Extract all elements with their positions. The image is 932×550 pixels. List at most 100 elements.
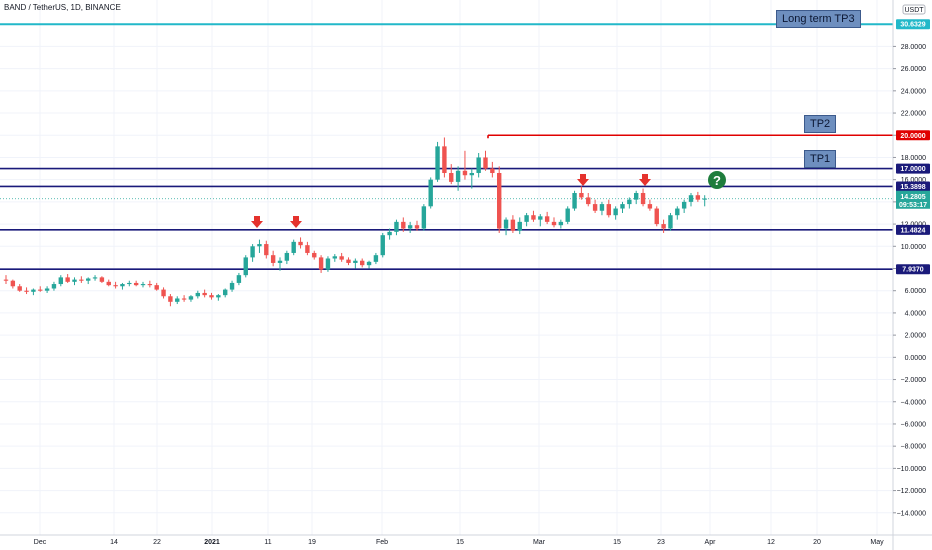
- y-tick-label: 26.0000: [901, 66, 926, 73]
- candle-body: [31, 289, 36, 292]
- candle-body: [353, 260, 358, 263]
- candle-body: [147, 284, 153, 286]
- y-tick-label: −4.0000: [901, 399, 927, 406]
- x-tick-label: 14: [110, 539, 118, 546]
- candle-body: [702, 198, 707, 200]
- candle-body: [250, 246, 255, 258]
- candle-body: [154, 285, 159, 290]
- y-tick-label: −2.0000: [901, 377, 927, 384]
- x-tick-label: 15: [456, 539, 464, 546]
- candle-body: [318, 257, 324, 270]
- last-price-tag: [896, 190, 930, 209]
- candle-body: [483, 157, 488, 169]
- grid-layer: [0, 0, 893, 535]
- candle-body: [387, 231, 392, 236]
- plot-background: [0, 0, 893, 535]
- down-arrow-icon: [639, 174, 651, 186]
- candle-body: [181, 298, 187, 300]
- candle-body: [586, 197, 591, 205]
- candle-body: [3, 279, 9, 281]
- candle-body: [38, 289, 43, 291]
- candle-body: [168, 296, 173, 302]
- candle-body: [92, 277, 98, 279]
- level-tag-resistance: [896, 181, 930, 192]
- y-tick-label: 22.0000: [901, 111, 926, 118]
- candle-body: [675, 208, 680, 216]
- y-tick-label: 24.0000: [901, 88, 926, 95]
- candle-body: [490, 168, 495, 174]
- candle-body: [579, 192, 584, 198]
- tp1-annotation[interactable]: TP1: [804, 150, 837, 168]
- candle-body: [202, 292, 207, 296]
- candle-body: [72, 279, 77, 282]
- candle-body: [188, 296, 194, 300]
- y-tick-label: 0.0000: [905, 355, 927, 362]
- candle-body: [661, 224, 666, 229]
- y-tick-label: −8.0000: [901, 444, 927, 451]
- candle-body: [407, 225, 413, 229]
- level-tag-label: 7.9370: [902, 267, 924, 274]
- candle-body: [44, 288, 50, 291]
- candle-body: [524, 215, 529, 222]
- candle-body: [223, 289, 228, 296]
- candle-body: [305, 245, 310, 253]
- candle-body: [120, 284, 125, 287]
- level-tag-label: 20.0000: [900, 133, 925, 140]
- candle-body: [127, 282, 132, 285]
- x-tick-label: Feb: [376, 539, 388, 546]
- candle-body: [435, 146, 440, 180]
- candle-body: [558, 221, 564, 226]
- candle-body: [668, 215, 673, 229]
- candle-body: [346, 259, 351, 263]
- y-tick-label: −10.0000: [897, 466, 926, 473]
- candle-body: [681, 201, 687, 209]
- candle-body: [572, 192, 577, 209]
- candle-body: [688, 195, 694, 202]
- candle-body: [476, 157, 481, 174]
- time-axis[interactable]: Dec 14 22 2021 11 19 Feb 15 Mar 15 23 Apr 12 20 May: [34, 539, 884, 546]
- chart-title: BAND / TetherUS, 1D, BINANCE: [4, 3, 121, 12]
- candle-body: [133, 282, 139, 286]
- candle-body: [627, 199, 632, 205]
- candle-body: [634, 192, 639, 200]
- candles-layer: [3, 137, 707, 307]
- candle-body: [414, 225, 420, 229]
- y-tick-label: 18.0000: [901, 155, 926, 162]
- candle-body: [503, 219, 509, 229]
- candle-body: [469, 173, 474, 176]
- level-tag-support: [896, 224, 930, 235]
- candle-body: [428, 179, 433, 207]
- x-tick-label: 20: [813, 539, 821, 546]
- markers-layer: ?: [251, 171, 726, 228]
- candle-body: [325, 258, 331, 270]
- level-tag-label: 15.3898: [900, 184, 925, 191]
- candle-body: [51, 284, 57, 289]
- x-tick-label: 19: [308, 539, 316, 546]
- candle-body: [284, 252, 290, 261]
- candle-body: [140, 284, 146, 286]
- candle-body: [695, 195, 701, 200]
- y-tick-label: 6.0000: [905, 288, 927, 295]
- candle-body: [565, 208, 570, 222]
- candle-body: [360, 260, 365, 266]
- candle-body: [58, 277, 63, 285]
- question-mark-icon: ?: [708, 171, 726, 189]
- candle-body: [640, 192, 646, 205]
- candle-body: [517, 221, 522, 231]
- y-tick-label: 10.0000: [901, 244, 926, 251]
- candle-body: [620, 204, 625, 209]
- candle-body: [106, 281, 111, 286]
- tp3-annotation[interactable]: Long term TP3: [776, 10, 861, 28]
- x-tick-label: Mar: [533, 539, 546, 546]
- candle-body: [161, 289, 166, 297]
- question-icon-glyph: ?: [713, 173, 721, 188]
- y-tick-label: 4.0000: [905, 310, 927, 317]
- down-arrow-icon: [290, 216, 302, 228]
- x-tick-label: 23: [657, 539, 665, 546]
- tp2-annotation[interactable]: TP2: [804, 115, 837, 133]
- y-tick-label: −12.0000: [897, 488, 926, 495]
- last-price-countdown: 09:53:17: [899, 202, 927, 209]
- candle-body: [606, 204, 611, 216]
